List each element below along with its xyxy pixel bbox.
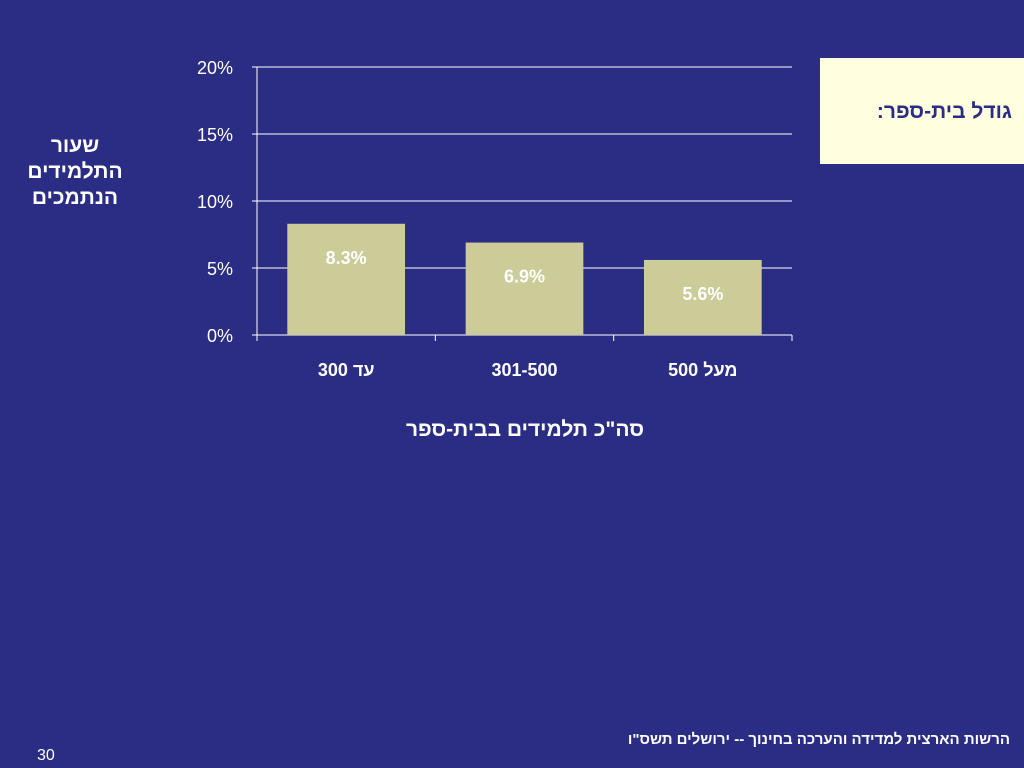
y-tick-label: 15% <box>197 125 233 145</box>
x-axis-title: סה"כ תלמידים בבית-ספר <box>405 418 645 441</box>
bar <box>465 242 584 335</box>
data-label: 5.6% <box>682 284 723 304</box>
data-label: 6.9% <box>504 267 545 287</box>
bars <box>287 223 762 335</box>
legend-box: גודל בית-ספר: <box>820 58 1024 164</box>
y-tick-label: 5% <box>207 259 233 279</box>
y-axis-title-line: שעור <box>50 134 100 157</box>
category-label: 301-500 <box>491 360 557 380</box>
data-label: 8.3% <box>326 248 367 268</box>
slide-number: 30 <box>37 747 55 764</box>
labels: 0% 5% 10% 15% 20% 8.3% עד 300 6.9% 301-500 5.6% מע… <box>197 58 738 380</box>
bar <box>287 223 406 335</box>
y-tick-label: 0% <box>207 326 233 346</box>
category-label: עד 300 <box>318 360 375 380</box>
y-axis-title-line: התלמידים <box>27 160 123 183</box>
y-axis-title-line: הנתמכים <box>31 186 119 209</box>
y-tick-label: 10% <box>197 192 233 212</box>
y-tick-label: 20% <box>197 58 233 78</box>
y-axis-title: שעור התלמידים הנתמכים <box>10 133 140 211</box>
bar <box>643 259 762 335</box>
footer-credit: הרשות הארצית למדידה והערכה בחינוך -- ירו… <box>627 731 1010 748</box>
category-label: מעל 500 <box>668 360 737 380</box>
legend-title: גודל בית-ספר: <box>876 100 1012 123</box>
